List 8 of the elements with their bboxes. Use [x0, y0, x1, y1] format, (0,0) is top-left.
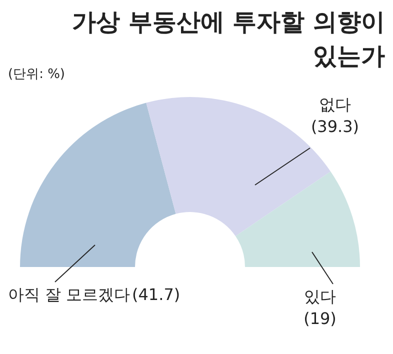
slice-label: 있다 [304, 287, 336, 306]
data-label: (41.7) [132, 285, 180, 304]
data-label: (39.3) [310, 117, 360, 136]
chart-title: 가상 부동산에 투자할 의향이 있는가 [72, 8, 385, 70]
slice-label: 아직 잘 모르겠다 [8, 285, 130, 304]
data-label: (19) [304, 309, 336, 328]
slice-label: 없다 [319, 95, 351, 114]
text: (단위: %) [8, 67, 66, 82]
